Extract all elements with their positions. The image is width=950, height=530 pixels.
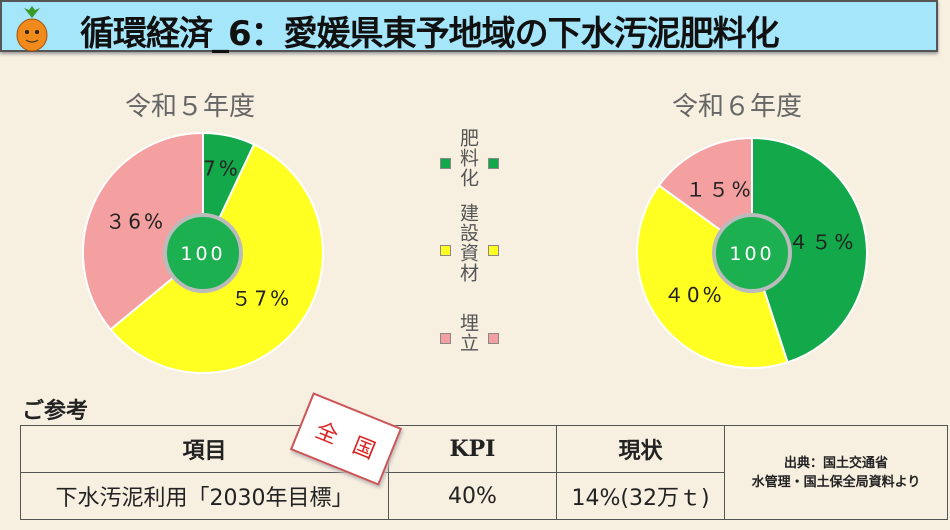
legend-swatch [488,333,499,344]
kpi-table: 項目 KPI 現状 出典：国土交通省 水管理・国土保全局資料より 下水汚泥利用「2… [20,425,948,520]
cell-kpi: 40% [388,472,557,520]
table-row: 下水汚泥利用「2030年目標」 40% 14%(32万ｔ) [20,472,948,520]
legend-label: 肥料化 [457,128,479,188]
center-circle [163,213,243,293]
carrot-mascot-icon [16,6,48,52]
reference-heading: ご参考 [22,399,89,424]
page-title: 循環経済_6：愛媛県東予地域の下水汚泥肥料化 [80,14,780,54]
center-label: 100 [180,243,225,265]
slice-label: ４５% [788,230,856,254]
header-kpi: KPI [388,425,557,473]
header-status: 現状 [556,425,725,473]
stamp-char: 国 [348,433,379,465]
legend-swatch [440,333,451,344]
legend-label: 建設資材 [457,203,479,283]
source-line: 出典：国土交通省 [783,455,888,471]
stamp-char: 全 [311,418,342,450]
cell-item: 下水汚泥利用「2030年目標」 [20,472,389,520]
source-line: 水管理・国土保全局資料より [751,474,921,490]
legend-swatch [440,158,451,169]
pie-slice [636,184,789,369]
legend-swatch [488,158,499,169]
center-circle [712,213,792,293]
chart-title-r5: 令和５年度 [125,92,256,122]
cell-status: 14%(32万ｔ) [556,472,725,520]
slice-label: 7% [203,157,241,181]
pie-slice [751,136,868,364]
chart-title-r6: 令和６年度 [672,92,803,122]
title-bar: 循環経済_6：愛媛県東予地域の下水汚泥肥料化 [0,0,938,54]
slice-label: ４0% [664,283,725,307]
table-header-row: 項目 KPI 現状 出典：国土交通省 水管理・国土保全局資料より [20,425,948,520]
slice-label: １５% [686,177,754,201]
source-note: 出典：国土交通省水管理・国土保全局資料より [724,425,948,520]
slice-label: ３6% [105,209,166,233]
legend-label: 埋立 [457,313,479,353]
center-label: 100 [729,243,774,265]
pie-charts: 7% ５7% ３6% 100 ４５% ４0% １５% 100 [82,131,868,374]
legend-swatch [488,245,499,256]
slice-label: ５7% [231,287,292,311]
legend-swatch [440,245,451,256]
pie-slice [82,131,204,331]
